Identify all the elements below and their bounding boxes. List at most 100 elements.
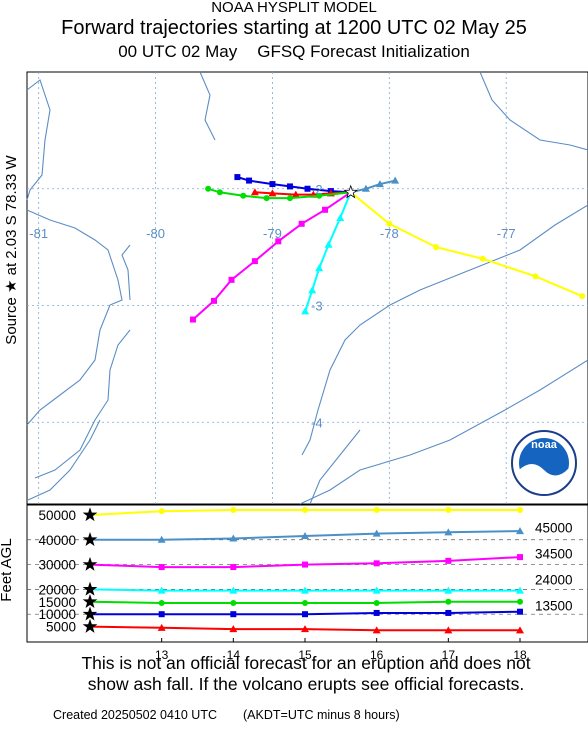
noaa-logo-text: noaa bbox=[531, 439, 558, 451]
height-tick-label: 15000 bbox=[38, 595, 76, 610]
height-point bbox=[373, 507, 380, 513]
height-point bbox=[229, 586, 238, 594]
trajectory-point bbox=[315, 264, 324, 272]
trajectories bbox=[189, 174, 586, 323]
height-point bbox=[229, 534, 238, 542]
start-star-icon bbox=[82, 594, 98, 608]
height-point bbox=[158, 508, 165, 515]
height-point bbox=[301, 532, 309, 540]
height-tick-label: 5000 bbox=[46, 620, 76, 635]
trajectory-point bbox=[216, 189, 223, 196]
height-point bbox=[445, 609, 452, 616]
height-point bbox=[445, 557, 452, 564]
start-star-icon bbox=[82, 507, 98, 522]
chart-title: Forward trajectories starting at 1200 UT… bbox=[61, 17, 527, 39]
trajectory-point bbox=[308, 286, 317, 294]
height-tick-label: 50000 bbox=[38, 508, 76, 523]
disclaimer: This is not an official forecast for an … bbox=[30, 653, 582, 695]
disclaimer-line2: show ash fall. If the volcano erupts see… bbox=[87, 674, 525, 694]
trajectory-line bbox=[350, 191, 583, 298]
height-point bbox=[516, 586, 524, 594]
source-star-icon bbox=[343, 184, 359, 199]
trajectory-point bbox=[433, 244, 440, 251]
height-tick-label: 20000 bbox=[38, 582, 76, 597]
init-time: 00 UTC 02 May bbox=[118, 42, 238, 61]
lat-tick-label: -3 bbox=[311, 299, 323, 314]
height-point bbox=[373, 560, 380, 567]
time-tick-label: 14 bbox=[227, 648, 241, 662]
trajectory-point bbox=[234, 174, 241, 181]
trajectory-point bbox=[228, 276, 235, 283]
trajectory-point bbox=[251, 258, 258, 265]
height-right-label: 24000 bbox=[535, 572, 573, 587]
trajectory-point bbox=[269, 181, 276, 188]
height-point bbox=[372, 529, 381, 537]
height-point bbox=[230, 564, 237, 571]
trajectory-point bbox=[286, 183, 293, 190]
trajectory-point bbox=[386, 220, 393, 227]
height-point bbox=[302, 561, 308, 568]
time-tick-label: 13 bbox=[155, 648, 169, 662]
height-point bbox=[301, 586, 309, 594]
trajectory-point bbox=[263, 195, 270, 202]
coastline bbox=[26, 71, 588, 505]
init-model: GFSQ Forecast Initialization bbox=[257, 42, 470, 61]
trajectory-line bbox=[304, 191, 352, 312]
trajectory-point bbox=[324, 240, 333, 248]
timezone-note: (AKDT=UTC minus 8 hours) bbox=[243, 708, 400, 722]
trajectory-point bbox=[291, 190, 300, 198]
trajectory-point bbox=[240, 192, 247, 199]
height-right-label: 34500 bbox=[535, 546, 573, 561]
height-point bbox=[230, 600, 237, 607]
trajectory-point bbox=[246, 177, 253, 184]
disclaimer-line1: This is not an official forecast for an … bbox=[81, 653, 531, 673]
height-point bbox=[158, 611, 165, 618]
height-point bbox=[517, 598, 523, 605]
start-star-icon bbox=[82, 618, 98, 633]
init-line: 00 UTC 02 May GFSQ Forecast Initializatio… bbox=[0, 42, 588, 62]
time-tick-label: 17 bbox=[442, 648, 456, 662]
lon-tick-label: -77 bbox=[497, 226, 516, 241]
trajectory-point bbox=[479, 255, 486, 262]
trajectory-point bbox=[304, 185, 311, 192]
trajectory-point bbox=[532, 273, 539, 280]
height-frame bbox=[26, 504, 588, 643]
map-frame bbox=[26, 71, 588, 505]
height-point bbox=[230, 611, 237, 618]
trajectory-point bbox=[205, 185, 212, 192]
height-point bbox=[302, 611, 308, 618]
height-right-label: 13500 bbox=[535, 599, 573, 614]
height-point bbox=[444, 528, 453, 536]
height-point bbox=[372, 626, 381, 634]
height-point bbox=[517, 608, 523, 615]
height-point bbox=[229, 625, 238, 633]
height-point bbox=[230, 507, 237, 513]
height-point bbox=[517, 507, 523, 513]
start-star-icon bbox=[82, 556, 98, 571]
noaa-logo: noaa bbox=[511, 430, 577, 496]
height-point bbox=[301, 625, 309, 633]
trajectory-point bbox=[361, 184, 370, 192]
lat-tick-label: -4 bbox=[311, 415, 323, 430]
height-tick-label: 10000 bbox=[38, 607, 76, 622]
trajectory-point bbox=[316, 192, 323, 199]
model-title: NOAA HYSPLIT MODEL bbox=[211, 0, 377, 16]
height-point bbox=[444, 626, 453, 634]
height-point bbox=[516, 527, 524, 535]
height-point bbox=[302, 507, 308, 513]
trajectory-point bbox=[189, 316, 196, 323]
trajectory-point bbox=[286, 195, 293, 202]
height-point bbox=[302, 600, 308, 607]
start-star-icon bbox=[82, 606, 98, 621]
trajectory-point bbox=[301, 307, 310, 315]
time-tick-label: 15 bbox=[298, 648, 312, 662]
trajectory-point bbox=[322, 206, 329, 213]
lon-tick-label: -81 bbox=[29, 226, 48, 241]
height-point bbox=[516, 626, 524, 634]
height-series bbox=[82, 507, 524, 634]
height-point bbox=[158, 600, 165, 607]
trajectory-point bbox=[336, 213, 345, 221]
height-tick-label: 30000 bbox=[38, 558, 76, 573]
